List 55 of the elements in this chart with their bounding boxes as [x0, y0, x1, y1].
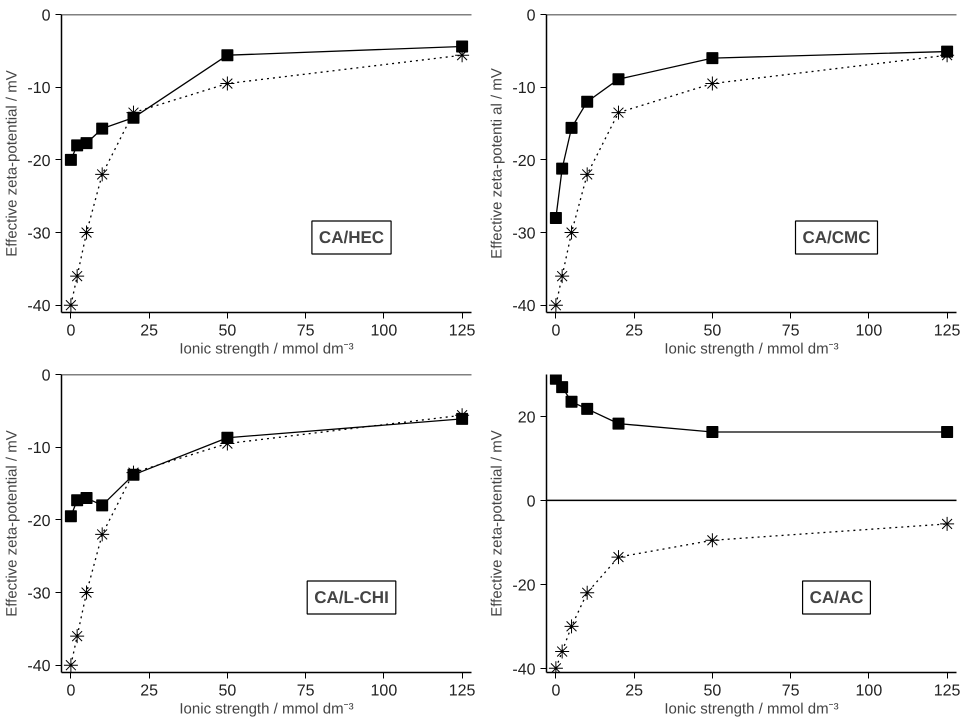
y-tick-label: 0	[42, 368, 51, 384]
x-tick-label: 25	[625, 322, 644, 340]
x-tick-label: 75	[296, 682, 315, 700]
y-tick-label: -40	[512, 661, 536, 678]
y-tick-label: -20	[27, 512, 51, 530]
y-axis-title: Effective zeta-potential / mV	[488, 430, 506, 617]
x-tick-label: 50	[703, 682, 722, 700]
x-tick-label: 0	[66, 322, 76, 340]
y-tick-label: 0	[42, 8, 51, 24]
y-tick-label: -20	[512, 152, 536, 170]
y-tick-label: -30	[512, 226, 536, 243]
x-tick-label: 75	[782, 322, 800, 340]
annotation: CA/AC	[810, 588, 864, 607]
x-tick-label: 125	[448, 682, 476, 700]
x-tick-label: 125	[448, 322, 476, 340]
x-tick-label: 125	[934, 322, 961, 340]
annotation: CA/HEC	[318, 228, 384, 247]
x-tick-label: 25	[140, 322, 158, 340]
x-tick-label: 100	[856, 322, 882, 340]
x-tick-label: 25	[140, 682, 158, 700]
x-tick-label: 50	[218, 682, 236, 700]
y-tick-label: -10	[512, 80, 536, 98]
y-tick-label: -40	[27, 658, 51, 676]
annotation: CA/L-CHI	[314, 588, 389, 607]
y-axis-title: Effective zeta-potenti al / mV	[488, 68, 506, 259]
x-axis-title: Ionic strength / mmol dm⁻³	[179, 340, 354, 358]
y-tick-label: 0	[526, 8, 536, 24]
x-tick-label: 50	[703, 322, 722, 340]
x-axis-title: Ionic strength / mmol dm⁻³	[664, 340, 839, 358]
x-tick-label: 100	[370, 682, 398, 700]
y-tick-label: -40	[512, 298, 536, 316]
x-axis-title: Ionic strength / mmol dm⁻³	[179, 700, 354, 718]
y-axis-title: Effective zeta-potential / mV	[3, 70, 20, 257]
x-tick-label: 25	[625, 682, 644, 700]
y-tick-label: -20	[27, 152, 51, 170]
annotation: CA/CMC	[802, 228, 871, 247]
y-tick-label: -10	[27, 440, 51, 458]
x-tick-label: 100	[856, 682, 882, 700]
y-tick-label: -20	[512, 577, 536, 594]
x-tick-label: 75	[782, 682, 800, 700]
y-tick-label: -40	[27, 298, 51, 316]
x-tick-label: 0	[551, 322, 560, 340]
x-tick-label: 0	[551, 682, 560, 700]
y-tick-label: 0	[526, 493, 536, 510]
x-tick-label: 100	[370, 322, 398, 340]
y-tick-label: -30	[27, 226, 51, 243]
x-axis-title: Ionic strength / mmol dm⁻³	[664, 700, 839, 718]
y-tick-label: -10	[27, 80, 51, 98]
x-tick-label: 50	[218, 322, 236, 340]
x-tick-label: 75	[296, 322, 315, 340]
y-tick-label: 20	[518, 409, 536, 426]
y-axis-title: Effective zeta-potential / mV	[3, 430, 20, 617]
x-tick-label: 125	[934, 682, 961, 700]
y-tick-label: -30	[27, 586, 51, 603]
x-tick-label: 0	[66, 682, 76, 700]
